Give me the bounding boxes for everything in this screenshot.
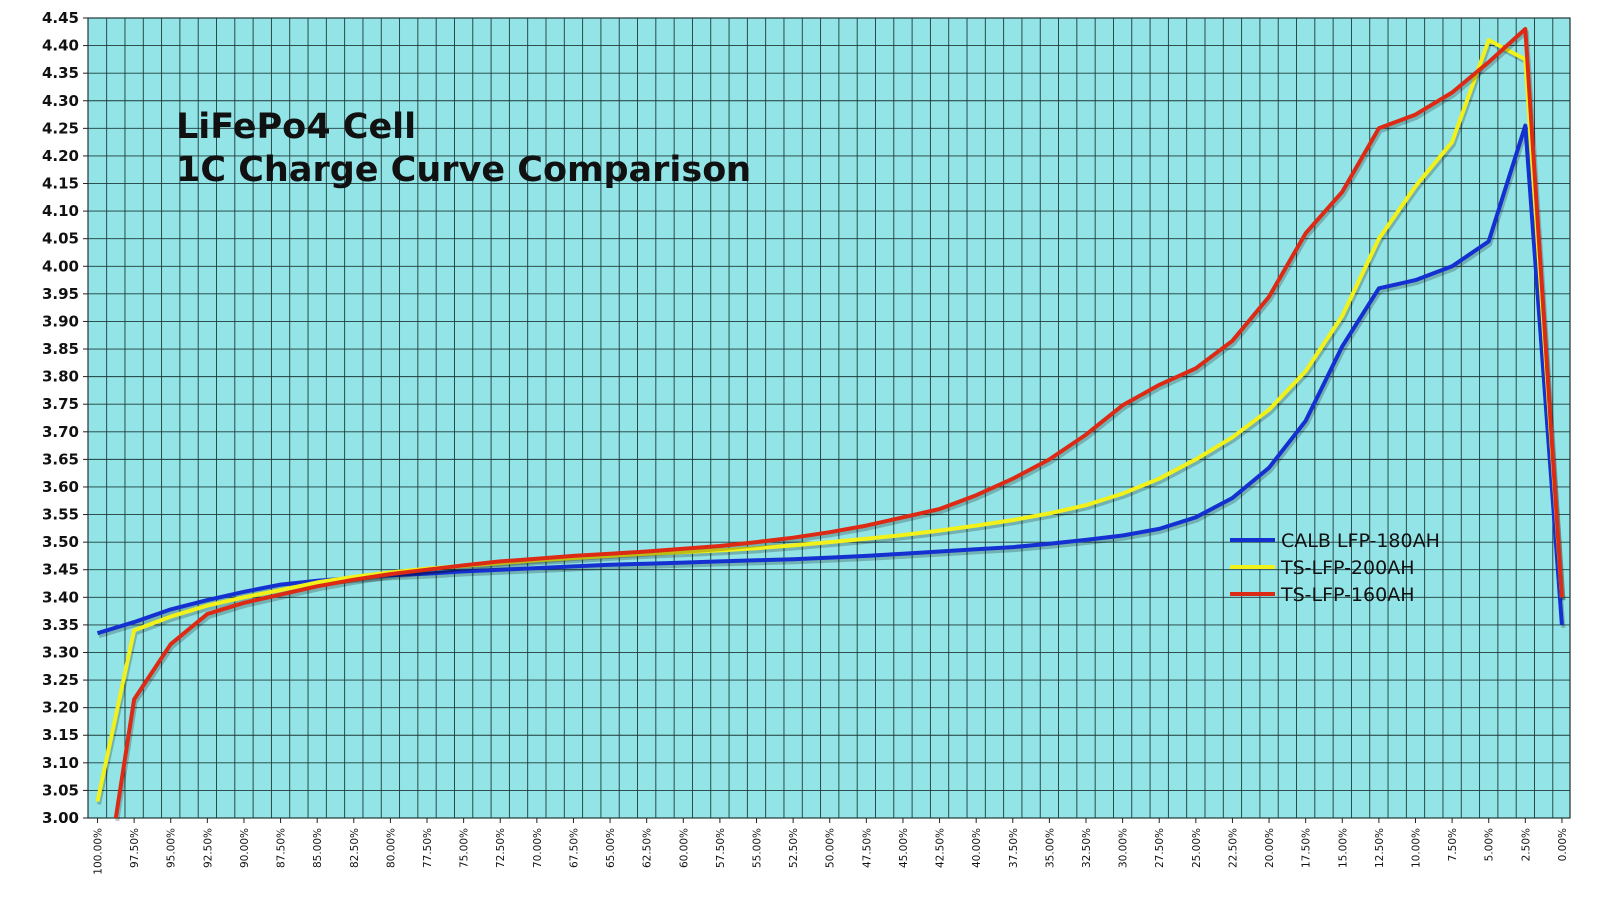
x-tick-label: 7.50%: [1447, 828, 1459, 861]
x-tick-label: 25.00%: [1191, 828, 1203, 868]
x-tick-label: 60.00%: [678, 828, 690, 868]
x-tick-label: 5.00%: [1484, 828, 1496, 861]
series-shadow: [115, 30, 1566, 822]
x-axis-ticks: 100.00% 97.50% 95.00% 92.50% 90.00% 87.50% 85.…: [93, 818, 1569, 875]
grid-lines: [87, 17, 1570, 819]
x-tick-label: 2.50%: [1520, 828, 1532, 861]
y-tick-label: 3.20: [42, 699, 79, 717]
legend-label-3: TS-LFP-160AH: [1280, 584, 1414, 606]
x-tick-label: 65.00%: [605, 828, 617, 868]
chart-title-line-1: LiFePo4 Cell: [176, 107, 416, 147]
y-tick-label: 4.45: [42, 9, 79, 27]
x-tick-label: 77.50%: [422, 828, 434, 868]
y-tick-label: 3.30: [42, 643, 79, 661]
y-tick-label: 3.55: [42, 506, 79, 524]
x-tick-label: 67.50%: [568, 828, 580, 868]
x-tick-label: 55.00%: [752, 828, 764, 868]
x-tick-label: 52.50%: [788, 828, 800, 868]
y-tick-label: 4.25: [42, 119, 79, 137]
y-tick-label: 3.70: [42, 423, 79, 441]
x-tick-label: 72.50%: [495, 828, 507, 868]
x-tick-label: 50.00%: [825, 828, 837, 868]
y-tick-label: 3.80: [42, 368, 79, 386]
y-tick-label: 4.20: [42, 147, 79, 165]
x-tick-label: 82.50%: [349, 828, 361, 868]
x-tick-label: 42.50%: [935, 828, 947, 868]
x-tick-label: 97.50%: [129, 828, 141, 868]
series-line-3: [113, 27, 1564, 819]
y-tick-label: 3.50: [42, 533, 79, 551]
x-tick-label: 35.00%: [1044, 828, 1056, 868]
y-tick-label: 4.40: [42, 37, 79, 55]
y-axis-ticks: 3.00 3.05 3.10 3.15 3.20 3.25 3.30 3.35 3.40 3.45…: [42, 9, 88, 827]
x-tick-label: 27.50%: [1154, 828, 1166, 868]
x-tick-label: 85.00%: [312, 828, 324, 868]
y-tick-label: 3.35: [42, 616, 79, 634]
y-tick-label: 3.65: [42, 450, 79, 468]
chart-title-line-2: 1C Charge Curve Comparison: [176, 150, 751, 190]
y-tick-label: 3.10: [42, 754, 79, 772]
x-tick-label: 57.50%: [715, 828, 727, 868]
y-tick-label: 3.05: [42, 781, 79, 799]
y-tick-label: 3.40: [42, 588, 79, 606]
series-layer: [95, 27, 1566, 822]
x-tick-label: 40.00%: [971, 828, 983, 868]
y-tick-label: 3.90: [42, 312, 79, 330]
x-tick-label: 0.00%: [1557, 828, 1569, 861]
series-line-2: [95, 38, 1564, 802]
x-tick-label: 12.50%: [1374, 828, 1386, 868]
y-tick-label: 3.95: [42, 285, 79, 303]
y-tick-label: 3.15: [42, 726, 79, 744]
x-tick-label: 100.00%: [93, 828, 105, 875]
plot-area: [87, 17, 1571, 819]
x-tick-label: 32.50%: [1081, 828, 1093, 868]
legend-label-1: CALB LFP-180AH: [1281, 530, 1440, 552]
x-tick-label: 92.50%: [202, 828, 214, 868]
x-tick-label: 10.00%: [1411, 828, 1423, 868]
y-tick-label: 4.10: [42, 202, 79, 220]
x-tick-label: 20.00%: [1264, 828, 1276, 868]
y-tick-label: 4.00: [42, 257, 79, 275]
chart-title: LiFePo4 Cell 1C Charge Curve Comparison: [176, 107, 751, 190]
x-tick-label: 87.50%: [276, 828, 288, 868]
x-tick-label: 22.50%: [1227, 828, 1239, 868]
x-tick-label: 62.50%: [642, 828, 654, 868]
x-tick-label: 80.00%: [385, 828, 397, 868]
y-tick-label: 4.35: [42, 64, 79, 82]
x-tick-label: 45.00%: [898, 828, 910, 868]
x-tick-label: 30.00%: [1118, 828, 1130, 868]
x-tick-label: 15.00%: [1337, 828, 1349, 868]
x-tick-label: 37.50%: [1008, 828, 1020, 868]
y-tick-label: 3.75: [42, 395, 79, 413]
legend: CALB LFP-180AH TS-LFP-200AH TS-LFP-160AH: [1230, 530, 1440, 606]
y-tick-label: 4.15: [42, 175, 79, 193]
x-tick-label: 47.50%: [861, 828, 873, 868]
y-tick-label: 3.25: [42, 671, 79, 689]
y-tick-label: 4.30: [42, 92, 79, 110]
legend-label-2: TS-LFP-200AH: [1280, 557, 1414, 579]
x-tick-label: 90.00%: [239, 828, 251, 868]
y-tick-label: 4.05: [42, 230, 79, 248]
y-tick-label: 3.45: [42, 561, 79, 579]
y-tick-label: 3.85: [42, 340, 79, 358]
x-tick-label: 17.50%: [1301, 828, 1313, 868]
x-tick-label: 75.00%: [459, 828, 471, 868]
x-tick-label: 95.00%: [166, 828, 178, 868]
y-tick-label: 3.60: [42, 478, 79, 496]
x-tick-label: 70.00%: [532, 828, 544, 868]
y-tick-label: 3.00: [42, 809, 79, 827]
